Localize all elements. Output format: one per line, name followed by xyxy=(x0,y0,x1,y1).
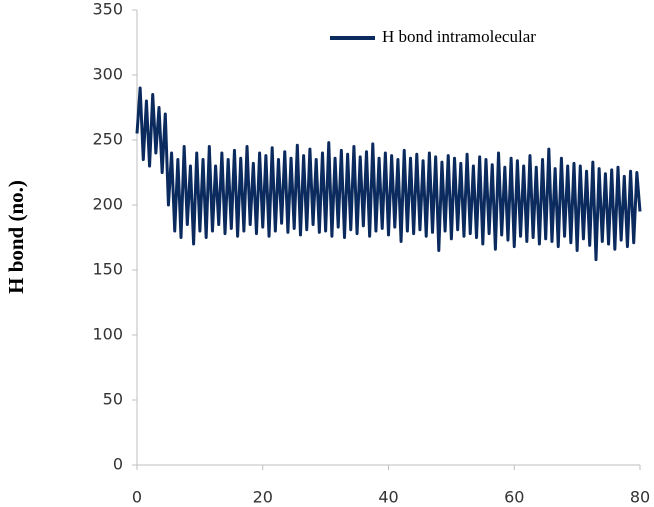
y-tick-label: 0 xyxy=(113,455,123,474)
x-tick-label: 0 xyxy=(132,488,142,507)
y-tick-label: 200 xyxy=(92,195,123,214)
y-tick-label: 150 xyxy=(92,260,123,279)
line-series xyxy=(135,86,642,262)
y-tick-label: 250 xyxy=(92,130,123,149)
x-tick-label: 40 xyxy=(378,488,398,507)
x-tick-label: 80 xyxy=(630,488,650,507)
y-tick-label: 350 xyxy=(92,0,123,19)
y-axis-title: H bond (no.) xyxy=(4,180,28,294)
x-tick-label: 20 xyxy=(253,488,273,507)
y-tick-label: 50 xyxy=(103,390,123,409)
y-tick-label: 100 xyxy=(92,325,123,344)
legend-label: H bond intramolecular xyxy=(382,27,536,46)
y-tick-label: 300 xyxy=(92,65,123,84)
x-tick-label: 60 xyxy=(504,488,524,507)
